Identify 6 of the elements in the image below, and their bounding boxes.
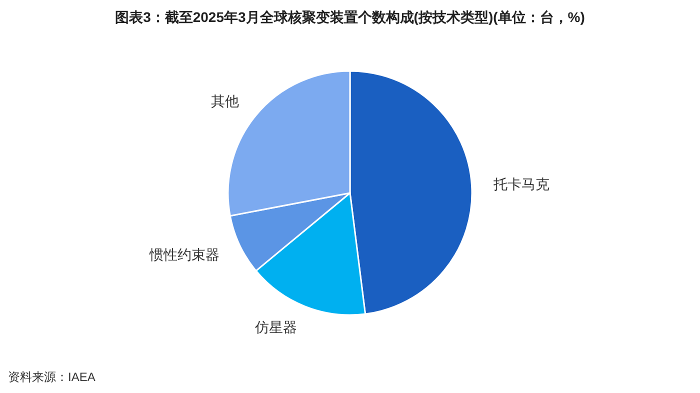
slice-label: 仿星器 bbox=[254, 318, 297, 335]
slice-label: 惯性约束器 bbox=[148, 246, 220, 262]
slice-label: 托卡马克 bbox=[492, 176, 550, 192]
slice-label: 其他 bbox=[211, 93, 240, 110]
text: 资料来源：IAEA bbox=[8, 370, 96, 384]
chart-title: 图表3：截至2025年3月全球核聚变装置个数构成(按技术类型)(单位：台，%) bbox=[115, 9, 585, 25]
